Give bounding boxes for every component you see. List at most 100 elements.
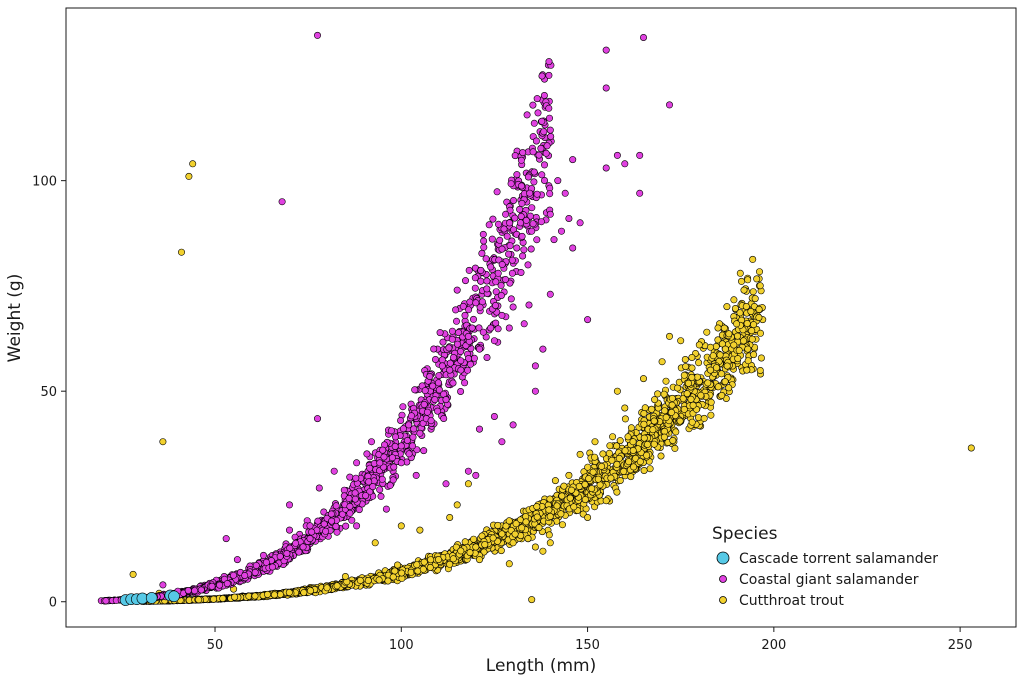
- point-cutthroat-trout: [159, 438, 167, 446]
- point-cutthroat-trout: [498, 530, 506, 538]
- x-tick-label: 250: [948, 638, 973, 653]
- point-cutthroat-trout: [725, 330, 733, 338]
- point-coastal-giant-salamander: [388, 454, 396, 462]
- point-coastal-giant-salamander: [389, 476, 397, 484]
- point-coastal-giant-salamander: [534, 109, 542, 117]
- point-cutthroat-trout: [709, 352, 717, 360]
- point-coastal-giant-salamander: [351, 489, 359, 497]
- point-coastal-giant-salamander: [399, 425, 407, 433]
- y-axis-title: Weight (g): [5, 274, 25, 363]
- point-cutthroat-trout: [472, 543, 480, 551]
- point-coastal-giant-salamander: [539, 345, 547, 353]
- point-coastal-giant-salamander: [452, 317, 460, 325]
- point-coastal-giant-salamander: [191, 587, 199, 595]
- point-cutthroat-trout: [733, 320, 741, 328]
- point-coastal-giant-salamander: [457, 366, 465, 374]
- point-coastal-giant-salamander: [505, 324, 513, 332]
- point-cutthroat-trout: [743, 319, 751, 327]
- point-cutthroat-trout: [591, 453, 599, 461]
- point-cutthroat-trout: [531, 543, 539, 551]
- point-cutthroat-trout: [697, 391, 705, 399]
- point-cutthroat-trout: [558, 492, 566, 500]
- point-coastal-giant-salamander: [391, 442, 399, 450]
- point-coastal-giant-salamander: [391, 433, 399, 441]
- point-cutthroat-trout: [753, 275, 761, 283]
- point-cutthroat-trout: [606, 442, 614, 450]
- point-coastal-giant-salamander: [362, 492, 370, 500]
- point-coastal-giant-salamander: [509, 197, 517, 205]
- point-coastal-giant-salamander: [457, 387, 465, 395]
- point-coastal-giant-salamander: [520, 320, 528, 328]
- point-coastal-giant-salamander: [327, 510, 335, 518]
- point-cutthroat-trout: [629, 446, 637, 454]
- point-cutthroat-trout: [384, 577, 392, 585]
- point-cutthroat-trout: [426, 563, 434, 571]
- point-coastal-giant-salamander: [313, 31, 321, 39]
- point-coastal-giant-salamander: [342, 522, 350, 530]
- point-coastal-giant-salamander: [252, 561, 260, 569]
- point-coastal-giant-salamander: [543, 142, 551, 150]
- point-cutthroat-trout: [615, 454, 623, 462]
- point-cutthroat-trout: [748, 335, 756, 343]
- point-cutthroat-trout: [749, 288, 757, 296]
- point-coastal-giant-salamander: [449, 353, 457, 361]
- point-coastal-giant-salamander: [465, 266, 473, 274]
- point-coastal-giant-salamander: [528, 204, 536, 212]
- point-coastal-giant-salamander: [352, 474, 360, 482]
- point-coastal-giant-salamander: [365, 478, 373, 486]
- point-coastal-giant-salamander: [278, 198, 286, 206]
- point-coastal-giant-salamander: [403, 436, 411, 444]
- point-coastal-giant-salamander: [102, 597, 110, 605]
- point-cutthroat-trout: [660, 433, 668, 441]
- point-cutthroat-trout: [668, 401, 676, 409]
- point-coastal-giant-salamander: [491, 301, 499, 309]
- point-cutthroat-trout: [751, 295, 759, 303]
- point-cutthroat-trout: [650, 440, 658, 448]
- point-cutthroat-trout: [539, 547, 547, 555]
- point-coastal-giant-salamander: [506, 242, 514, 250]
- point-cutthroat-trout: [643, 440, 651, 448]
- point-cutthroat-trout: [744, 345, 752, 353]
- point-cutthroat-trout: [613, 387, 621, 395]
- point-cutthroat-trout: [718, 391, 726, 399]
- point-coastal-giant-salamander: [485, 221, 493, 229]
- point-coastal-giant-salamander: [636, 151, 644, 159]
- point-coastal-giant-salamander: [602, 46, 610, 54]
- point-cutthroat-trout: [464, 480, 472, 488]
- point-cutthroat-trout: [714, 383, 722, 391]
- point-coastal-giant-salamander: [508, 256, 516, 264]
- x-tick-label: 100: [389, 638, 414, 653]
- point-coastal-giant-salamander: [483, 285, 491, 293]
- point-cutthroat-trout: [446, 513, 454, 521]
- point-cutthroat-trout: [210, 595, 218, 603]
- point-cutthroat-trout: [195, 596, 203, 604]
- point-coastal-giant-salamander: [346, 502, 354, 510]
- point-coastal-giant-salamander: [427, 417, 435, 425]
- point-coastal-giant-salamander: [426, 372, 434, 380]
- point-cutthroat-trout: [621, 404, 629, 412]
- point-coastal-giant-salamander: [530, 168, 538, 176]
- point-coastal-giant-salamander: [216, 581, 224, 589]
- point-cutthroat-trout: [545, 531, 553, 539]
- point-cutthroat-trout: [608, 456, 616, 464]
- point-coastal-giant-salamander: [285, 526, 293, 534]
- point-coastal-giant-salamander: [461, 379, 469, 387]
- point-coastal-giant-salamander: [315, 484, 323, 492]
- point-cutthroat-trout: [576, 450, 584, 458]
- point-cutthroat-trout: [609, 433, 617, 441]
- point-cutthroat-trout: [624, 433, 632, 441]
- point-coastal-giant-salamander: [494, 269, 502, 277]
- point-coastal-giant-salamander: [465, 306, 473, 314]
- point-cutthroat-trout: [744, 276, 752, 284]
- point-coastal-giant-salamander: [423, 408, 431, 416]
- point-cutthroat-trout: [755, 305, 763, 313]
- point-coastal-giant-salamander: [431, 355, 439, 363]
- point-cutthroat-trout: [687, 395, 695, 403]
- point-coastal-giant-salamander: [565, 215, 573, 223]
- point-cutthroat-trout: [581, 496, 589, 504]
- point-coastal-giant-salamander: [411, 386, 419, 394]
- point-coastal-giant-salamander: [455, 329, 463, 337]
- point-cascade-torrent-salamander: [145, 592, 158, 604]
- y-tick-label: 50: [40, 385, 57, 400]
- point-cutthroat-trout: [755, 313, 763, 321]
